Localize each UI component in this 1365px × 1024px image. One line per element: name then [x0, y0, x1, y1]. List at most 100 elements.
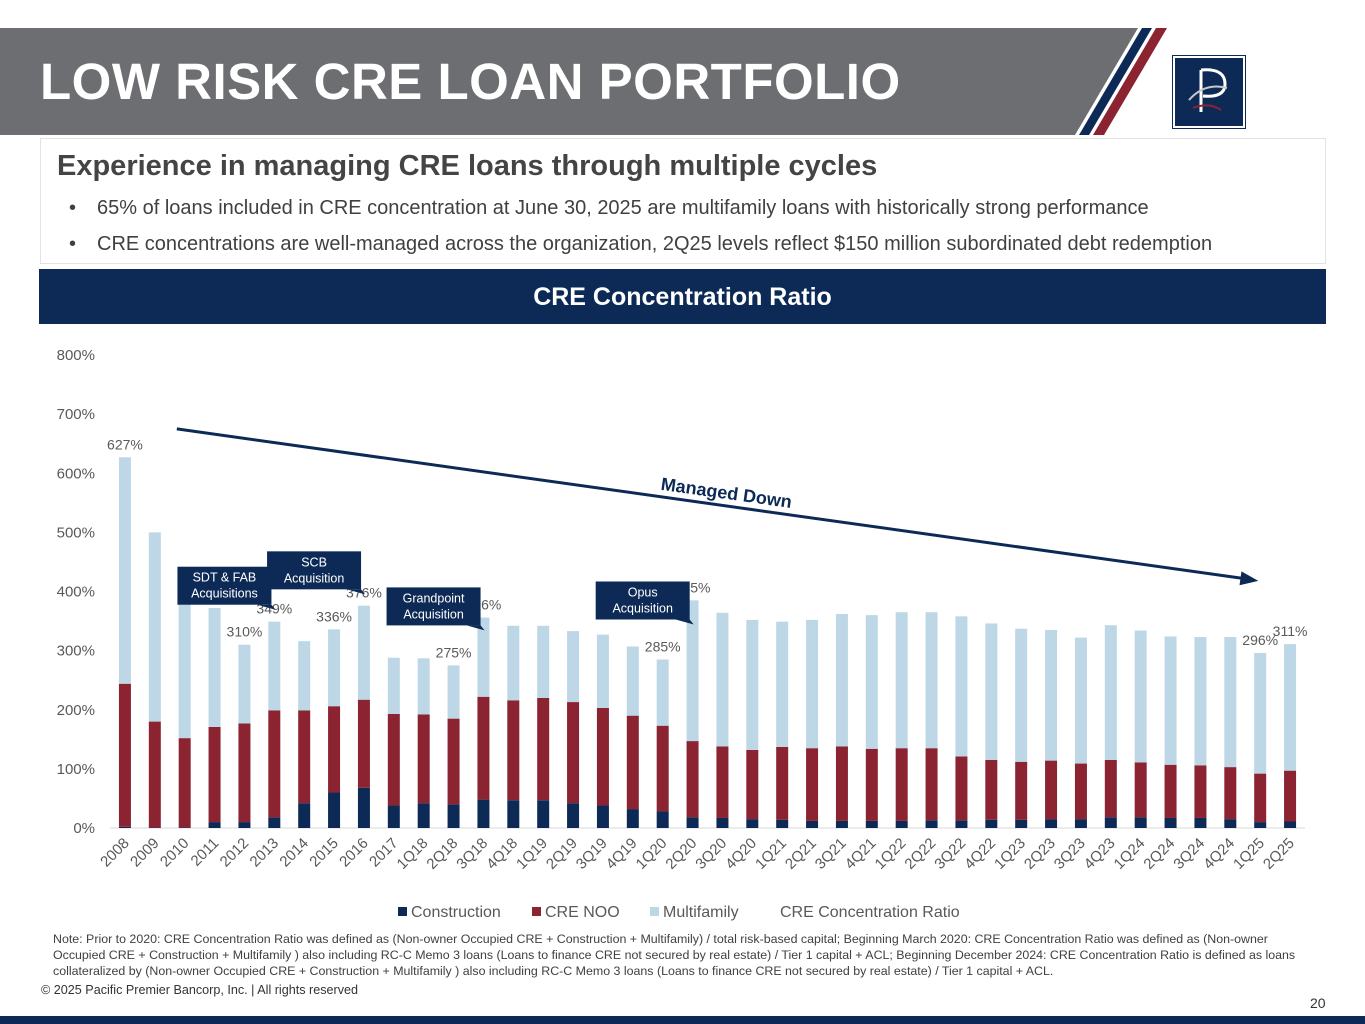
title-bar-maroon-stripe [1093, 28, 1167, 135]
x-tick-label: 2008 [97, 835, 133, 871]
bar-multifamily [835, 613, 848, 747]
bar-cre-noo [716, 746, 729, 818]
x-tick-label: 1Q19 [513, 835, 551, 873]
bar-construction [1074, 819, 1087, 828]
bar-multifamily [925, 612, 938, 749]
bar-cre-noo [417, 714, 430, 804]
x-tick-label: 3Q19 [573, 835, 611, 873]
callout-pointer [466, 625, 485, 631]
x-tick-label: 1Q21 [752, 835, 790, 873]
bar-construction [626, 809, 639, 828]
legend-label: CRE NOO [545, 904, 620, 921]
bar-cre-noo [835, 746, 848, 821]
callout-pointer [675, 619, 694, 625]
bar-cre-noo [148, 721, 161, 828]
x-tick-label: 2009 [127, 835, 163, 871]
y-tick-label: 500% [57, 524, 95, 541]
bar-multifamily [1045, 629, 1058, 761]
x-tick-label: 2012 [217, 835, 253, 871]
x-tick-label: 2Q22 [901, 835, 939, 873]
x-tick-label: 1Q23 [991, 835, 1029, 873]
bar-cre-noo [447, 718, 460, 805]
bar-cre-noo [268, 710, 281, 818]
bar-cre-noo [656, 725, 669, 812]
legend-swatch [398, 907, 407, 916]
bar-cre-noo [865, 748, 878, 821]
bullet-dot-icon: • [69, 197, 77, 219]
bar-multifamily [955, 616, 968, 757]
acquisition-callout: SCB Acquisition [267, 551, 366, 595]
bar-construction [208, 822, 221, 828]
data-label: 310% [227, 624, 263, 640]
x-tick-label: 1Q18 [394, 835, 432, 873]
callout-pointer [257, 604, 276, 610]
y-tick-label: 700% [57, 406, 95, 423]
legend-label: Multifamily [663, 904, 739, 921]
x-tick-label: 4Q20 [722, 835, 760, 873]
bar-multifamily [865, 615, 878, 749]
callout-box [177, 566, 272, 605]
legend-label: Construction [411, 904, 501, 921]
bar-multifamily [596, 634, 609, 708]
callout-text: Acquisition [612, 601, 672, 615]
bar-multifamily [238, 644, 251, 724]
bar-multifamily [507, 625, 520, 701]
x-tick-label: 4Q22 [961, 835, 999, 873]
bar-multifamily [268, 621, 281, 711]
x-tick-label: 2014 [276, 835, 312, 871]
bar-cre-noo [238, 723, 251, 823]
cre-concentration-chart: 0%100%200%300%400%500%600%700%800%200820… [57, 347, 1308, 921]
page-title: LOW RISK CRE LOAN PORTFOLIO [40, 53, 901, 110]
bar-construction [1015, 819, 1028, 828]
callout-text: Acquisition [403, 607, 463, 621]
bar-cre-noo [537, 697, 550, 801]
company-logo [1172, 55, 1246, 129]
bar-cre-noo [1164, 764, 1177, 818]
bar-construction [268, 817, 281, 828]
x-tick-label: 2013 [247, 835, 283, 871]
bar-cre-noo [746, 749, 759, 820]
bar-cre-noo [208, 726, 221, 823]
bar-construction [387, 805, 400, 828]
y-tick-label: 0% [73, 820, 95, 837]
x-tick-label: 2Q18 [423, 835, 461, 873]
bar-construction [178, 827, 191, 828]
page-number: 20 [1310, 995, 1326, 1011]
acquisition-callout: Grandpoint Acquisition [386, 587, 485, 631]
bullet-text: 65% of loans included in CRE concentrati… [97, 197, 1149, 219]
bar-cre-noo [118, 683, 131, 827]
legend-label: CRE Concentration Ratio [780, 904, 960, 921]
bar-multifamily [1284, 644, 1297, 771]
bar-cre-noo [985, 760, 998, 820]
bar-cre-noo [507, 700, 520, 801]
bar-construction [686, 817, 699, 828]
x-tick-label: 4Q23 [1081, 835, 1119, 873]
bar-cre-noo [686, 741, 699, 818]
bar-construction [776, 819, 789, 828]
bar-multifamily [686, 600, 699, 742]
bar-construction [806, 820, 819, 828]
bar-construction [596, 805, 609, 828]
y-tick-label: 300% [57, 643, 95, 660]
x-tick-label: 4Q24 [1200, 835, 1238, 873]
bar-construction [118, 826, 131, 828]
bar-cre-noo [1284, 770, 1297, 822]
legend: Construction CRE NOO Multifamily CRE Concen… [398, 904, 960, 921]
bar-construction [357, 787, 370, 828]
bar-multifamily [537, 625, 550, 698]
callout-text: SDT & FAB [193, 571, 257, 585]
bar-cre-noo [955, 756, 968, 821]
bar-multifamily [357, 605, 370, 700]
bar-multifamily [118, 457, 131, 684]
title-bar-navy-stripe [1079, 28, 1152, 135]
bar-cre-noo [1224, 767, 1237, 820]
bar-multifamily [328, 629, 341, 707]
data-label: 336% [316, 608, 352, 624]
bar-construction [1284, 821, 1297, 828]
legend-swatch [650, 907, 659, 916]
bar-construction [447, 804, 460, 828]
x-tick-label: 2017 [366, 835, 402, 871]
trend-arrow-head-icon [1239, 571, 1259, 586]
bar-construction [895, 820, 908, 828]
bar-multifamily [298, 641, 311, 711]
